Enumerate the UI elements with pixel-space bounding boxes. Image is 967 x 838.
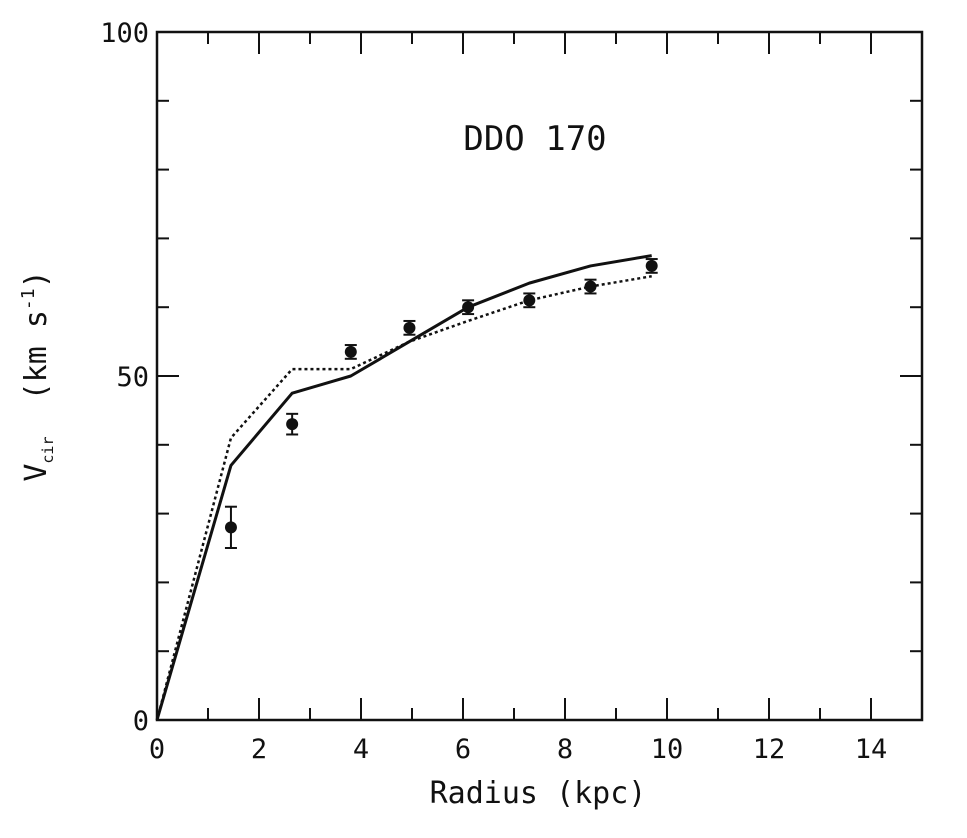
x-tick-label: 4: [353, 734, 369, 765]
data-point: [462, 301, 475, 314]
tick-marks: [156, 31, 923, 721]
data-point: [344, 345, 357, 358]
series-dotted-line: [155, 275, 652, 721]
data-point: [523, 294, 536, 307]
y-axis-title-units: (km s: [19, 310, 54, 436]
y-axis-title-subscript: cir: [39, 437, 57, 464]
plot-frame: [155, 30, 924, 722]
data-point: [584, 280, 597, 293]
y-axis-title: Vcir (km s-1): [18, 270, 57, 481]
x-tick-label: 8: [557, 734, 573, 765]
x-tick-label: 0: [149, 734, 165, 765]
series-layer: [155, 254, 652, 721]
tick-labels: 0 2 4 6 8 10 12 14 0 50 100: [100, 18, 887, 765]
data-point: [286, 418, 299, 431]
y-axis-title-superscript: -1: [18, 288, 39, 310]
x-tick-label: 6: [455, 734, 471, 765]
x-tick-label: 2: [251, 734, 267, 765]
y-tick-label: 50: [116, 362, 149, 393]
y-tick-label: 100: [100, 18, 149, 49]
y-tick-label: 0: [133, 706, 149, 737]
series-solid-line: [155, 254, 652, 721]
y-axis-title-symbol: V: [19, 464, 54, 482]
data-point: [403, 321, 416, 334]
x-axis-title: Radius (kpc): [430, 776, 647, 811]
x-tick-label: 10: [651, 734, 684, 765]
data-points: [224, 258, 658, 549]
x-tick-label: 12: [753, 734, 786, 765]
chart-title: DDO 170: [463, 119, 606, 159]
data-point: [645, 259, 658, 272]
y-axis-title-close: ): [19, 270, 54, 288]
x-tick-label: 14: [855, 734, 888, 765]
data-point: [224, 521, 237, 534]
